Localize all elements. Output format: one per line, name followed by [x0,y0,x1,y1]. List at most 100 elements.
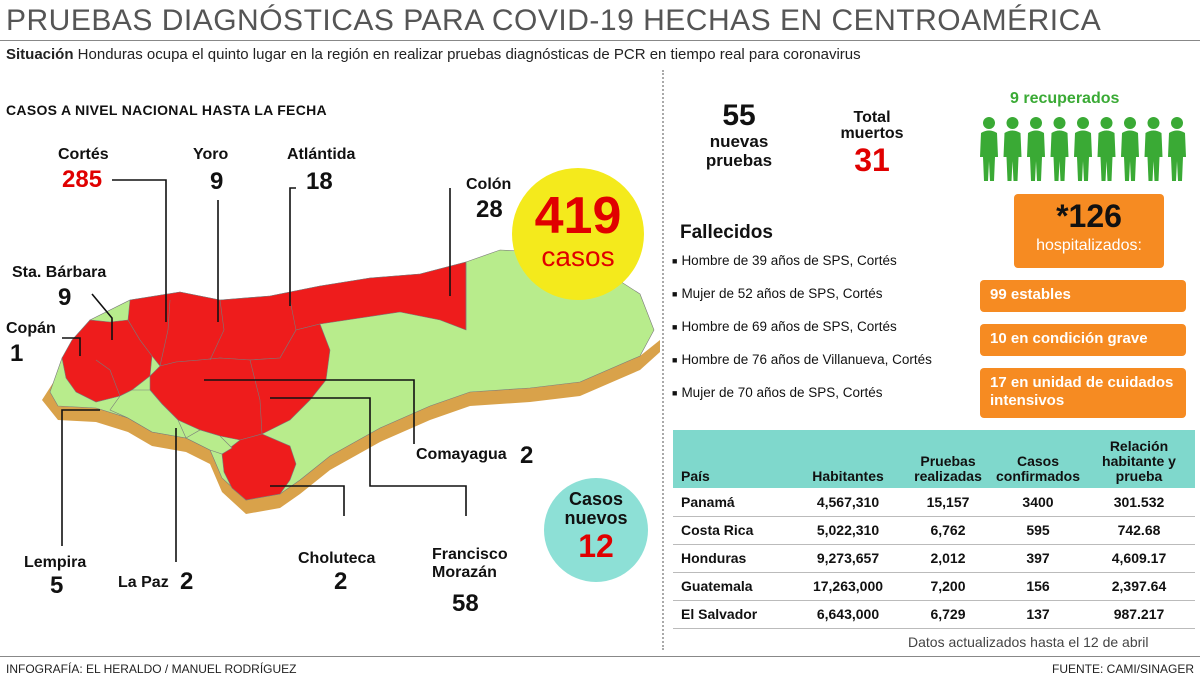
new-cases-label: Casos nuevos [564,489,628,528]
table-cell: 4,567,310 [793,488,903,517]
deceased-item: Hombre de 39 años de SPS, Cortés [672,250,932,283]
tests-table: País Habitantes Pruebas realizadas Casos… [673,430,1195,629]
table-cell: Guatemala [673,572,793,601]
new-cases-number: 12 [578,528,614,564]
dept-name-atlantida: Atlántida [287,146,356,163]
new-tests-number: 55 [722,99,756,132]
table-header-row: País Habitantes Pruebas realizadas Casos… [673,430,1195,488]
hospitalized-label: hospitalizados: [1036,237,1142,254]
subtitle: Situación Honduras ocupa el quinto lugar… [6,46,861,63]
dept-name-la-paz: La Paz [118,574,169,591]
table-row: Guatemala 17,263,000 7,200 156 2,397.64 [673,572,1195,601]
title-divider [0,40,1200,41]
dept-count-atlantida: 18 [306,168,333,195]
person-icon [1074,117,1092,181]
person-icon [1144,117,1163,181]
table-row: Panamá 4,567,310 15,157 3400 301.532 [673,488,1195,517]
table-cell: 4,609.17 [1083,544,1195,573]
deceased-title: Fallecidos [680,222,773,243]
map-affected-west [61,319,153,403]
table-cell: El Salvador [673,600,793,629]
map-leader-lines [61,179,467,562]
dept-count-choluteca: 2 [334,568,348,595]
person-icon [1027,117,1045,181]
table-cell: 137 [993,600,1083,629]
new-tests-block: 55 nuevas pruebas [684,99,794,171]
deceased-item: Mujer de 70 años de SPS, Cortés [672,382,932,415]
table-row: Costa Rica 5,022,310 6,762 595 742.68 [673,516,1195,545]
deaths-label: Total muertos [840,109,904,142]
table-header: Habitantes [793,430,903,488]
dept-name-lempira: Lempira [24,554,87,571]
column-divider [662,70,664,650]
table-cell: Costa Rica [673,516,793,545]
person-icon [1003,117,1022,181]
deceased-list: Hombre de 39 años de SPS, Cortés Mujer d… [672,250,932,415]
table-cell: Panamá [673,488,793,517]
table-row: El Salvador 6,643,000 6,729 137 987.217 [673,600,1195,629]
table-cell: 5,022,310 [793,516,903,545]
table-header: Relación habitante y prueba [1083,430,1195,488]
honduras-map [42,179,660,562]
recovered-label: 9 recuperados [1010,90,1120,107]
dept-count-francisco-morazan: 58 [452,590,479,617]
table-cell: Honduras [673,544,793,573]
dept-name-copan: Copán [6,320,56,337]
new-cases-circle: Casos nuevos 12 [544,478,648,582]
table-cell: 742.68 [1083,516,1195,545]
recovered-people-icons [980,117,1186,181]
table-row: Honduras 9,273,657 2,012 397 4,609.17 [673,544,1195,573]
total-cases-number: 419 [534,187,622,245]
national-cases-title: CASOS A NIVEL NACIONAL HASTA LA FECHA [6,102,327,118]
condition-icu: 17 en unidad de cuidados intensivos [980,368,1186,418]
subtitle-text: Honduras ocupa el quinto lugar en la reg… [73,46,861,63]
credit-right: FUENTE: CAMI/SINAGER [1051,662,1194,676]
total-cases-circle: 419 casos [512,168,644,300]
dept-name-yoro: Yoro [193,146,229,163]
table-cell: 987.217 [1083,600,1195,629]
table-cell: 6,643,000 [793,600,903,629]
person-icon [1050,117,1069,181]
deaths-number: 31 [854,142,890,178]
dept-count-cortes: 285 [62,166,103,193]
condition-serious: 10 en condición grave [980,324,1186,356]
person-icon [1121,117,1139,181]
table-cell: 6,762 [903,516,993,545]
person-icon [1168,117,1186,181]
table-header: País [673,430,793,488]
dept-count-santa-barbara: 9 [58,284,72,311]
dept-count-lempira: 5 [50,572,64,599]
dept-count-yoro: 9 [210,168,224,195]
table-cell: 3400 [993,488,1083,517]
dept-name-comayagua: Comayagua [416,446,507,463]
map-affected-south [221,433,297,501]
table-cell: 156 [993,572,1083,601]
footer-divider [0,656,1200,657]
dept-name-colon: Colón [466,176,512,193]
table-cell: 6,729 [903,600,993,629]
table-cell: 9,273,657 [793,544,903,573]
table-note: Datos actualizados hasta el 12 de abril [908,634,1149,650]
hospitalized-box: *126 hospitalizados: [1014,194,1164,268]
person-icon [980,117,998,181]
dept-count-copan: 1 [10,340,24,367]
total-cases-label: casos [541,241,615,272]
condition-stable: 99 estables [980,280,1186,312]
table-cell: 397 [993,544,1083,573]
map-borders [95,262,467,435]
table-cell: 17,263,000 [793,572,903,601]
dept-name-francisco-morazan: Francisco Morazán [432,546,508,581]
table-header: Pruebas realizadas [903,430,993,488]
dept-count-colon: 28 [476,196,503,223]
dept-name-santa-barbara: Sta. Bárbara [12,264,107,281]
deceased-item: Mujer de 52 años de SPS, Cortés [672,283,932,316]
map-green-southwest [109,389,187,439]
page-title: PRUEBAS DIAGNÓSTICAS PARA COVID-19 HECHA… [6,4,1102,37]
dept-name-cortes: Cortés [58,146,109,163]
dept-count-la-paz: 2 [180,568,194,595]
table-cell: 2,012 [903,544,993,573]
credit-left: INFOGRAFÍA: EL HERALDO / MANUEL RODRÍGUE… [6,662,297,676]
dept-count-comayagua: 2 [520,442,534,469]
deaths-block: Total muertos 31 [824,109,920,179]
deceased-item: Hombre de 69 años de SPS, Cortés [672,316,932,349]
